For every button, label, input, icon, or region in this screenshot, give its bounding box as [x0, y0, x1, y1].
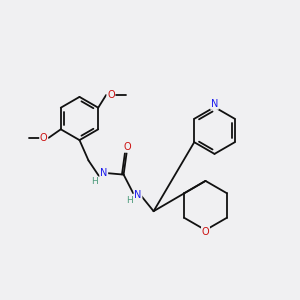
- Text: N: N: [134, 190, 142, 200]
- Text: N: N: [211, 99, 218, 109]
- Text: O: O: [202, 226, 209, 237]
- Text: H: H: [126, 196, 132, 205]
- Text: N: N: [100, 168, 107, 178]
- Text: O: O: [107, 90, 115, 100]
- Text: O: O: [40, 133, 47, 143]
- Text: H: H: [92, 177, 98, 186]
- Text: O: O: [123, 142, 131, 152]
